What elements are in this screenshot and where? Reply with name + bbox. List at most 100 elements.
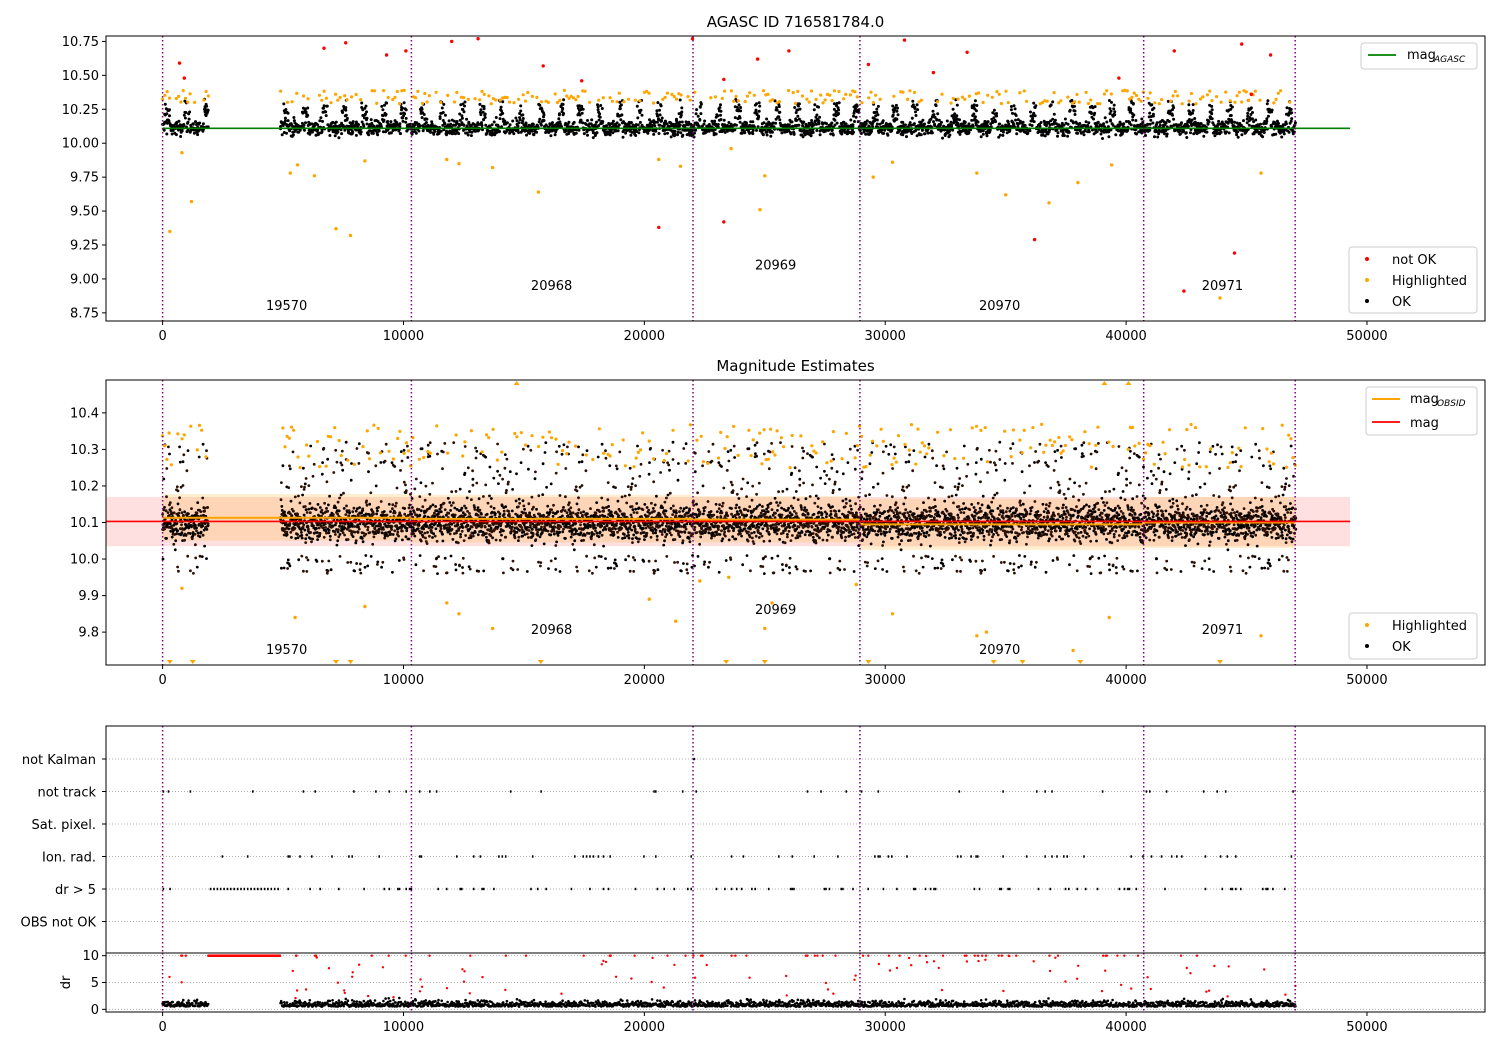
ok-point bbox=[326, 457, 330, 461]
ok-point bbox=[1039, 121, 1043, 124]
highlighted-point bbox=[787, 89, 791, 93]
highlighted-point bbox=[375, 101, 379, 105]
ok-point bbox=[421, 535, 425, 539]
ok-point bbox=[1018, 119, 1022, 123]
ok-point bbox=[912, 122, 916, 126]
highlighted-point bbox=[402, 88, 406, 92]
ok-point bbox=[397, 534, 400, 538]
highlighted-point bbox=[546, 100, 551, 104]
ok-point bbox=[596, 105, 600, 109]
ok-point bbox=[995, 114, 999, 118]
ok-point bbox=[865, 119, 869, 123]
ok-point bbox=[553, 133, 557, 137]
highlighted-point bbox=[940, 92, 944, 96]
ok-point bbox=[1011, 111, 1014, 115]
ok-point bbox=[165, 495, 168, 499]
ok-point bbox=[1190, 118, 1194, 122]
ok-point bbox=[206, 506, 210, 509]
ok-point bbox=[383, 103, 386, 107]
ok-point bbox=[498, 512, 502, 516]
highlighted-point bbox=[1205, 93, 1209, 97]
highlighted-point bbox=[832, 89, 837, 93]
ok-point bbox=[494, 116, 498, 119]
ok-point bbox=[365, 503, 369, 507]
ok-point bbox=[480, 124, 484, 127]
highlighted-point bbox=[617, 91, 621, 95]
ok-point bbox=[557, 117, 561, 121]
highlighted-point bbox=[462, 96, 466, 100]
ok-point bbox=[176, 529, 180, 532]
ok-point bbox=[170, 535, 174, 539]
ok-point bbox=[342, 491, 345, 495]
ok-point bbox=[678, 98, 682, 102]
y-tick-label: 10.25 bbox=[62, 103, 99, 118]
ok-point bbox=[1043, 134, 1047, 138]
ok-point bbox=[424, 536, 427, 540]
ok-point bbox=[599, 104, 603, 107]
ok-point bbox=[328, 538, 332, 542]
ok-point bbox=[365, 122, 369, 126]
ok-point bbox=[300, 485, 303, 488]
ok-point bbox=[1265, 117, 1269, 121]
highlighted-point bbox=[188, 92, 192, 96]
ok-point bbox=[1076, 131, 1080, 135]
ok-point bbox=[182, 453, 186, 457]
ok-point bbox=[292, 116, 296, 119]
ok-point bbox=[183, 116, 187, 120]
ok-point bbox=[837, 112, 841, 115]
not-ok-point bbox=[1032, 237, 1037, 242]
highlighted-point bbox=[977, 91, 981, 95]
ok-point bbox=[716, 123, 720, 126]
ok-point bbox=[344, 513, 348, 516]
ok-point bbox=[1236, 135, 1240, 139]
ok-point bbox=[600, 107, 604, 110]
obsid-boundaries bbox=[161, 36, 1296, 321]
ok-point bbox=[991, 111, 995, 115]
ok-point bbox=[319, 116, 323, 120]
ok-point bbox=[492, 120, 496, 124]
ok-point bbox=[324, 114, 328, 118]
highlighted-point bbox=[1214, 95, 1219, 99]
ok-point bbox=[748, 131, 752, 135]
highlighted-point bbox=[1157, 102, 1161, 106]
ok-point bbox=[178, 460, 182, 464]
ok-point bbox=[531, 123, 535, 126]
ok-point bbox=[401, 529, 404, 533]
ok-point bbox=[913, 105, 917, 109]
ok-point bbox=[281, 124, 285, 127]
ok-point bbox=[663, 120, 667, 124]
ok-point bbox=[343, 526, 347, 530]
highlighted-point bbox=[317, 93, 322, 97]
ok-point bbox=[1229, 107, 1233, 111]
highlighted-point bbox=[1244, 90, 1248, 94]
ok-point bbox=[1047, 121, 1050, 124]
ok-point bbox=[895, 117, 899, 121]
ok-point bbox=[1109, 119, 1112, 123]
ok-point bbox=[322, 535, 326, 539]
highlighted-point bbox=[569, 94, 573, 98]
ok-point bbox=[466, 133, 470, 137]
ok-point bbox=[639, 108, 643, 112]
ok-point bbox=[413, 511, 416, 514]
ok-point bbox=[1062, 123, 1066, 127]
ok-point bbox=[1163, 132, 1166, 136]
ok-point bbox=[998, 133, 1002, 137]
ok-point bbox=[1122, 122, 1126, 126]
ok-point bbox=[325, 531, 328, 535]
ok-point bbox=[371, 131, 375, 135]
ok-point bbox=[467, 120, 471, 124]
ok-point bbox=[911, 99, 915, 103]
ok-point bbox=[1289, 107, 1293, 111]
ok-point bbox=[461, 571, 465, 575]
ok-point bbox=[365, 116, 369, 120]
highlighted-point bbox=[745, 94, 750, 98]
legend-label: OK bbox=[1392, 295, 1411, 310]
ok-point bbox=[380, 565, 383, 569]
highlighted-point bbox=[386, 95, 390, 100]
ok-point bbox=[937, 118, 941, 122]
ok-point bbox=[339, 493, 343, 497]
highlighted-point bbox=[478, 98, 482, 102]
ok-point bbox=[830, 121, 834, 125]
ok-point bbox=[1158, 123, 1162, 127]
ok-point bbox=[1164, 129, 1168, 133]
